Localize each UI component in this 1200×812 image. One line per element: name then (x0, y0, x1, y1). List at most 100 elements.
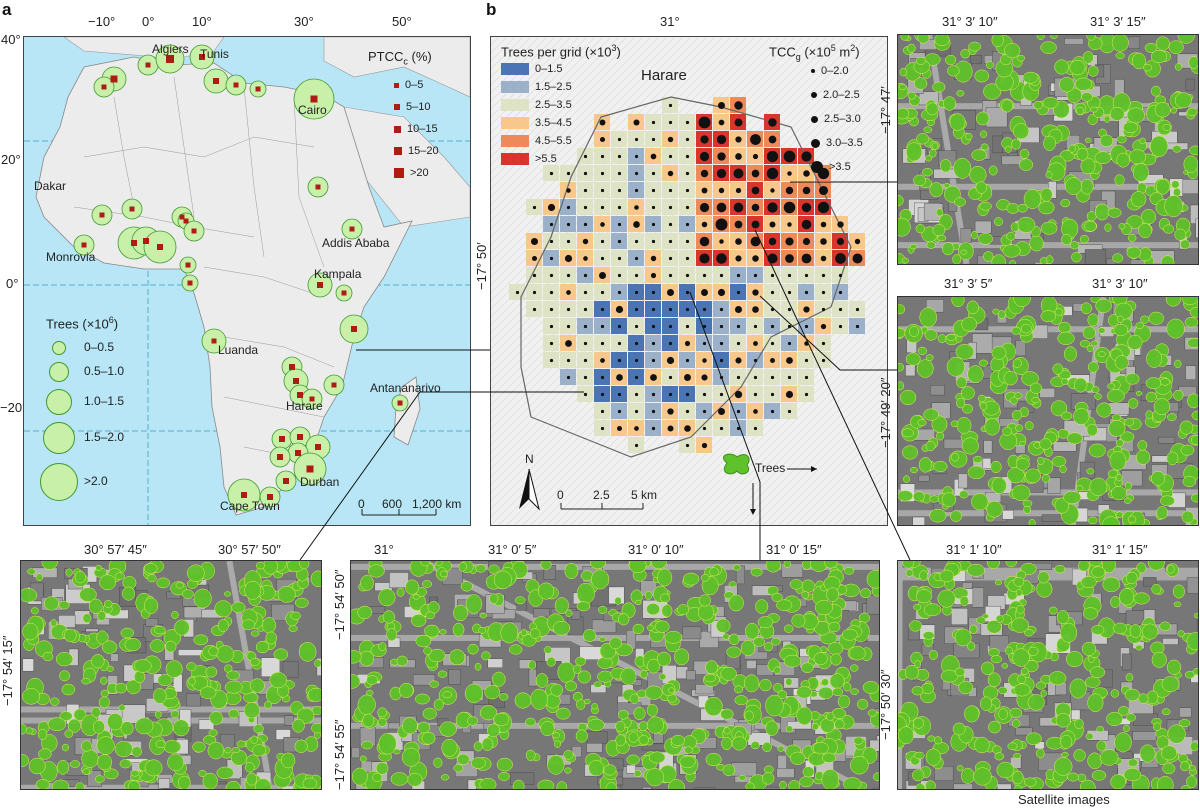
tree-canopy (1154, 102, 1171, 118)
tree-canopy (913, 174, 927, 187)
tree-canopy (995, 614, 1004, 623)
tree-canopy (1024, 629, 1034, 637)
tcc-dot (751, 186, 760, 195)
tree-canopy (1015, 589, 1023, 597)
tree-canopy (493, 712, 510, 727)
tree-canopy (1127, 334, 1143, 350)
tcc-dot (634, 239, 639, 244)
tree-canopy (1094, 393, 1102, 400)
satellite-image-svg (898, 297, 1198, 525)
tree-canopy (175, 582, 184, 589)
tree-canopy (202, 735, 217, 745)
tcc-dot (667, 408, 674, 415)
tcc-dot (716, 253, 727, 264)
tcc-dot (750, 236, 761, 247)
ptcc-legend-item: 10–15 (394, 123, 438, 135)
tree-canopy (1097, 327, 1106, 334)
tcc-dot (752, 255, 759, 262)
tree-canopy (925, 748, 941, 766)
tree-canopy (914, 751, 925, 760)
tree-canopy (79, 587, 97, 602)
tree-canopy (779, 780, 787, 789)
tree-canopy (186, 662, 197, 671)
tree-canopy (193, 634, 209, 646)
building (284, 715, 294, 726)
tcc-dot (767, 202, 778, 213)
tree-canopy (299, 561, 310, 570)
tree-canopy (1091, 625, 1105, 635)
tree-canopy (401, 747, 421, 767)
tree-canopy (915, 56, 926, 65)
tree-canopy (1036, 748, 1045, 759)
tcc-dot (821, 307, 826, 312)
building (185, 693, 201, 707)
tcc-dot (818, 185, 829, 196)
ptcc-legend-swatch (394, 82, 399, 88)
tree-canopy (1173, 601, 1182, 608)
tree-canopy (715, 618, 731, 633)
tree-canopy (552, 620, 571, 636)
tcc-dot (515, 290, 520, 295)
tcc-dot (785, 390, 794, 399)
tree-canopy (1098, 351, 1106, 357)
tree-canopy (633, 706, 646, 721)
tree-canopy (626, 754, 640, 765)
ptcc-legend-label: >20 (410, 167, 429, 179)
tree-canopy (423, 646, 432, 655)
tree-canopy (679, 755, 696, 769)
tcc-dot (532, 290, 537, 295)
ptcc-square (99, 212, 105, 218)
tree-canopy (375, 762, 389, 775)
tree-canopy (100, 676, 108, 685)
tree-canopy (996, 761, 1015, 779)
tcc-dot (549, 341, 554, 346)
tcc-dot (583, 358, 588, 363)
tcc-dot (803, 306, 810, 313)
tcc-dot (685, 188, 690, 193)
tree-canopy (1013, 297, 1031, 307)
tree-canopy (656, 651, 671, 667)
building (121, 704, 146, 724)
tcc-dot (715, 218, 728, 231)
tree-canopy (917, 346, 928, 356)
tree-canopy (1184, 317, 1198, 328)
tree-canopy (1114, 355, 1129, 370)
tcc-dot (566, 307, 571, 312)
ptcc-square (297, 434, 303, 440)
tree-canopy (1054, 564, 1066, 574)
tree-canopy (922, 631, 935, 640)
tree-canopy (1091, 770, 1107, 781)
trees-legend-swatch (40, 463, 78, 501)
tree-canopy (351, 674, 361, 689)
tree-canopy (310, 570, 321, 588)
tcc-dot (583, 171, 588, 176)
tree-canopy (1040, 689, 1048, 697)
tree-canopy (171, 610, 179, 619)
scale-label: 1,200 km (412, 497, 462, 511)
ptcc-legend-item: 0–5 (394, 79, 423, 91)
tree-canopy (565, 680, 577, 692)
tree-canopy (1028, 519, 1036, 525)
tree-canopy (224, 680, 243, 694)
tree-canopy (598, 605, 608, 614)
tcc-dot (719, 341, 724, 346)
tree-canopy (223, 591, 232, 597)
trees-legend-label: 0–0.5 (84, 340, 115, 354)
tcc-dot (820, 221, 827, 228)
tree-canopy (971, 149, 987, 161)
tree-canopy (1005, 145, 1012, 153)
tree-canopy (994, 752, 1005, 761)
tree-canopy (1106, 711, 1123, 727)
tree-canopy (796, 706, 813, 726)
tcc-dot (549, 273, 554, 278)
tcc-dot (617, 392, 622, 397)
tcc-legend-label: 0–2.0 (821, 65, 849, 77)
tree-symbol-icon (723, 453, 750, 475)
tree-canopy (1073, 377, 1088, 393)
tcc-dot (685, 222, 690, 227)
satellite-image-svg (898, 35, 1198, 264)
tree-canopy (75, 782, 85, 789)
tree-canopy (1079, 234, 1089, 244)
tcc-dot (667, 136, 674, 143)
tree-canopy (658, 673, 667, 681)
